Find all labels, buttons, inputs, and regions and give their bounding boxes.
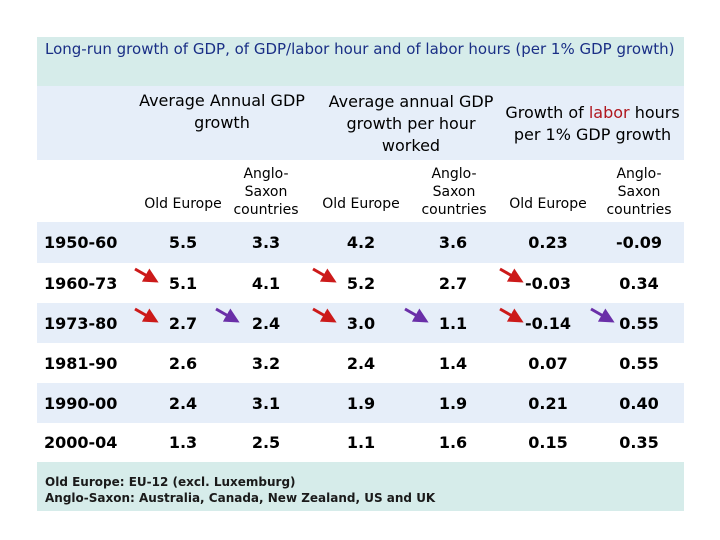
- subheader-old-europe-2: Old Europe: [322, 196, 400, 212]
- row-label: 1960-73: [44, 273, 118, 293]
- table-cell: 4.2: [346, 233, 376, 252]
- table-cell: 3.1: [251, 393, 281, 413]
- trend-arrow-icon: [590, 307, 615, 323]
- table-cell: 5.2: [346, 273, 376, 293]
- table-cell: 5.5: [168, 233, 198, 252]
- footnote-line-old-europe: Old Europe: EU-12 (excl. Luxemburg): [45, 475, 296, 489]
- table-cell: -0.03: [524, 273, 572, 293]
- table-cell: 2.7: [168, 313, 198, 333]
- table-cell: 0.21: [528, 393, 568, 413]
- subheader-anglo-saxon-1: Anglo-Saxon countries: [233, 166, 299, 218]
- table-cell: 2.4: [346, 353, 376, 373]
- footnote: Old Europe: EU-12 (excl. Luxemburg) Angl…: [37, 462, 684, 511]
- table-cell: 1.9: [346, 393, 376, 413]
- trend-arrow-icon: [404, 307, 429, 323]
- trend-arrow-icon: [215, 307, 240, 323]
- subheader-anglo-saxon-3: Anglo-Saxon countries: [606, 166, 672, 218]
- table-cell: 1.9: [438, 393, 468, 413]
- table-cell: 1.4: [438, 353, 468, 373]
- group-header-gdp-growth: Average Annual GDP growth: [139, 91, 305, 132]
- table-cell: 1.6: [438, 433, 468, 452]
- row-band-1990-00: [37, 383, 684, 423]
- header-band-sub: [37, 160, 684, 222]
- table-cell: 2.4: [168, 393, 198, 413]
- table-cell: -0.14: [524, 313, 572, 333]
- table-cell: 3.3: [251, 233, 281, 252]
- row-label: 1990-00: [44, 393, 118, 413]
- table-cell: 2.4: [251, 313, 281, 333]
- table-cell: 0.35: [619, 433, 659, 452]
- labor-highlight: labor: [588, 103, 630, 122]
- table-cell: 1.3: [168, 433, 198, 452]
- row-label: 2000-04: [44, 433, 118, 452]
- table-cell: 0.34: [619, 273, 659, 293]
- table-cell: 0.07: [528, 353, 568, 373]
- row-band-1950-60: [37, 222, 684, 263]
- subheader-anglo-saxon-2: Anglo-Saxon countries: [421, 166, 487, 218]
- slide-title: Long-run growth of GDP, of GDP/labor hou…: [37, 37, 684, 86]
- subheader-old-europe-1: Old Europe: [144, 196, 222, 212]
- table-cell: 4.1: [251, 273, 281, 293]
- table-cell: 3.2: [251, 353, 281, 373]
- decline-arrow-icon: [312, 267, 337, 283]
- decline-arrow-icon: [134, 267, 159, 283]
- table-cell: 0.23: [528, 233, 568, 252]
- table-cell: 2.5: [251, 433, 281, 452]
- table-cell: -0.09: [615, 233, 663, 252]
- decline-arrow-icon: [499, 267, 524, 283]
- decline-arrow-icon: [134, 307, 159, 323]
- table-cell: 0.40: [619, 393, 659, 413]
- table-cell: 2.6: [168, 353, 198, 373]
- group-header-gdp-per-hour: Average annual GDP growth per hour worke…: [328, 92, 494, 155]
- table-cell: 2.7: [438, 273, 468, 293]
- decline-arrow-icon: [499, 307, 524, 323]
- table-cell: 3.0: [346, 313, 376, 333]
- table-cell: 0.15: [528, 433, 568, 452]
- table-cell: 0.55: [619, 313, 659, 333]
- decline-arrow-icon: [312, 307, 337, 323]
- table-cell: 3.6: [438, 233, 468, 252]
- subheader-old-europe-3: Old Europe: [509, 196, 587, 212]
- row-label: 1950-60: [44, 233, 118, 252]
- row-label: 1981-90: [44, 353, 118, 373]
- row-label: 1973-80: [44, 313, 118, 333]
- table-cell: 0.55: [619, 353, 659, 373]
- row-band-1981-90: [37, 343, 684, 383]
- table-cell: 5.1: [168, 273, 198, 293]
- footnote-line-anglo-saxon: Anglo-Saxon: Australia, Canada, New Zeal…: [45, 491, 436, 505]
- table-cell: 1.1: [346, 433, 376, 452]
- group-header-labor-hours: Growth of labor hours per 1% GDP growth: [505, 103, 680, 144]
- table-cell: 1.1: [438, 313, 468, 333]
- row-band-2000-04: [37, 423, 684, 462]
- header-band-groups: [37, 86, 684, 160]
